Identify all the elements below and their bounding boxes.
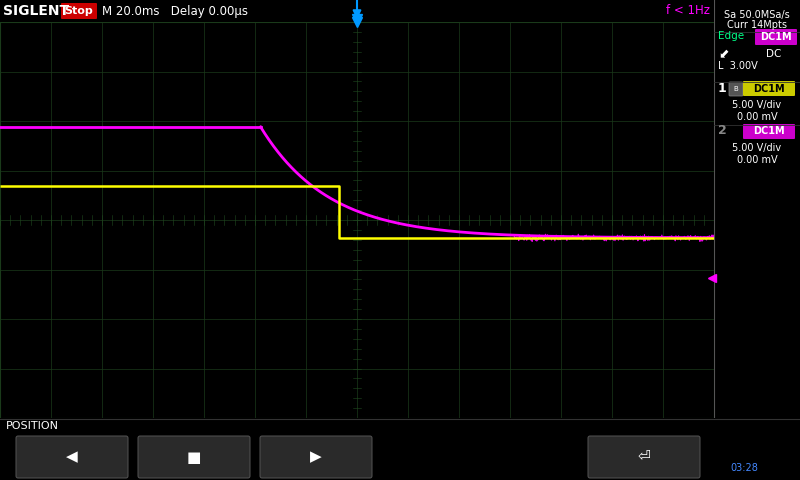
FancyBboxPatch shape (729, 82, 743, 96)
Text: ⏎: ⏎ (638, 449, 650, 465)
Text: M 20.0ms   Delay 0.00μs: M 20.0ms Delay 0.00μs (102, 4, 248, 17)
Text: ◀: ◀ (66, 449, 78, 465)
FancyBboxPatch shape (61, 3, 97, 19)
Text: POSITION: POSITION (6, 421, 59, 431)
FancyBboxPatch shape (260, 436, 372, 478)
Text: DC1M: DC1M (760, 32, 792, 42)
Text: DC1M: DC1M (753, 127, 785, 136)
FancyBboxPatch shape (138, 436, 250, 478)
Text: Edge: Edge (718, 31, 744, 41)
Text: 5.00 V/div: 5.00 V/div (733, 143, 782, 153)
Text: 2: 2 (718, 124, 726, 137)
Text: L  3.00V: L 3.00V (718, 61, 758, 71)
FancyBboxPatch shape (16, 436, 128, 478)
Text: Curr 14Mpts: Curr 14Mpts (727, 20, 787, 30)
Text: 5.00 V/div: 5.00 V/div (733, 100, 782, 110)
FancyBboxPatch shape (743, 81, 795, 96)
Text: 1: 1 (718, 82, 726, 95)
Text: 0.00 mV: 0.00 mV (737, 112, 778, 122)
Text: Sa 50.0MSa/s: Sa 50.0MSa/s (724, 10, 790, 20)
Text: 03:28: 03:28 (730, 463, 758, 473)
Text: B: B (734, 86, 738, 92)
FancyBboxPatch shape (588, 436, 700, 478)
Text: f < 1Hz: f < 1Hz (666, 4, 710, 17)
Text: DC: DC (766, 49, 782, 59)
Text: ▶: ▶ (310, 449, 322, 465)
Text: ⬋: ⬋ (718, 48, 729, 60)
Text: ■: ■ (187, 449, 201, 465)
Text: 0.00 mV: 0.00 mV (737, 155, 778, 165)
Text: Stop: Stop (65, 6, 94, 16)
Text: SIGLENT: SIGLENT (3, 4, 69, 18)
FancyBboxPatch shape (755, 29, 797, 45)
Text: DC1M: DC1M (753, 84, 785, 94)
FancyBboxPatch shape (743, 124, 795, 139)
